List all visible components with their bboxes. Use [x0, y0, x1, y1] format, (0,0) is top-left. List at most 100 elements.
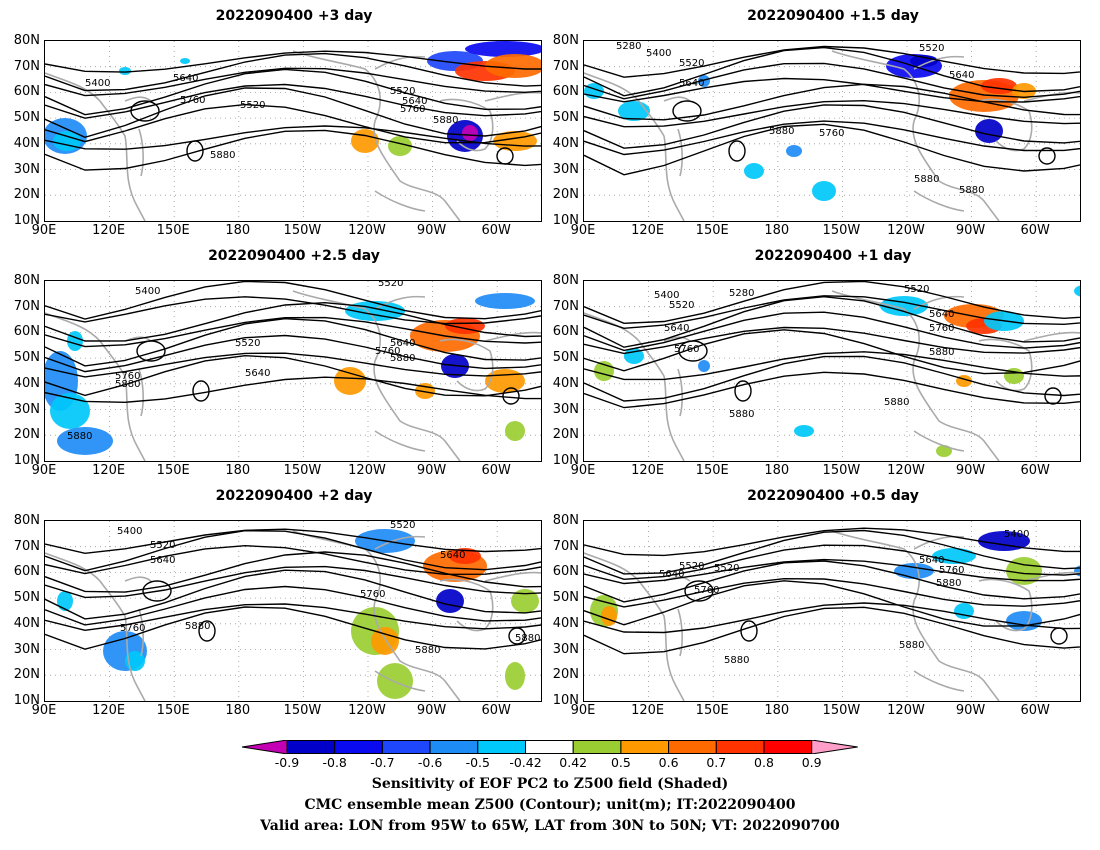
coastline [831, 530, 1000, 701]
contour-label: 5760 [180, 95, 205, 106]
colorbar-left-arrow [241, 739, 288, 755]
colorbar-segment [477, 740, 527, 754]
contour-label: 5760 [939, 565, 964, 576]
colorbar-segment [334, 740, 383, 754]
contour-label: 5520 [714, 563, 739, 574]
longitude-label: 180 [225, 223, 251, 238]
sensitivity-shading [786, 145, 802, 157]
latitude-label: 60N [13, 564, 40, 580]
contour-label: 5640 [150, 555, 175, 566]
contour-label: 5880 [729, 409, 754, 420]
longitude-label: 90W [416, 223, 447, 238]
contour-label: 5400 [135, 286, 160, 297]
latitude-label: 30N [13, 401, 40, 417]
contour-label: 5760 [819, 128, 844, 139]
latitude-label: 80N [552, 273, 579, 288]
closed-contour [142, 580, 172, 602]
closed-contour [136, 340, 166, 362]
panel-title: 2022090400 +1 day [754, 248, 912, 264]
colorbar-tick-label: 0.42 [559, 755, 588, 770]
map-panel: 5400 5520 5520 5640 5760 5880 5640 5760 5880 5880 [44, 280, 542, 462]
contour-label: 5760 [115, 371, 140, 382]
coastline [913, 670, 965, 692]
sensitivity-shading [794, 425, 814, 437]
z500-contour [584, 371, 1080, 409]
coastline [374, 295, 426, 310]
z500-contour [45, 52, 541, 92]
latitude-label: 70N [13, 298, 40, 314]
longitude-label: 180 [764, 463, 790, 478]
panel-title: 2022090400 +0.5 day [747, 488, 919, 504]
latitude-label: 80N [552, 513, 579, 528]
longitude-label: 150W [283, 703, 322, 718]
contour-label: 5880 [67, 431, 92, 442]
z500-contour [45, 125, 541, 150]
latitude-label: 60N [552, 564, 579, 580]
z500-contour [45, 352, 541, 378]
sensitivity-shading [812, 181, 836, 201]
z500-contour [45, 129, 541, 171]
contour-label: 5880 [115, 379, 140, 390]
closed-contour [734, 380, 752, 402]
latitude-label: 70N [552, 298, 579, 314]
coastline [374, 430, 426, 452]
colorbar-tick-label: -0.7 [370, 755, 395, 770]
coastline [484, 571, 541, 582]
colorbar-bar [241, 739, 858, 755]
sensitivity-shading [601, 606, 617, 626]
z500-contour [45, 529, 541, 572]
colorbar: -0.9 -0.8 -0.7 -0.6 -0.5 -0.42 0.42 0.5 0.6 0.7 0.… [240, 739, 860, 770]
longitude-label: 180 [764, 703, 790, 718]
sensitivity-shading [475, 293, 535, 309]
coastline [584, 552, 685, 701]
longitude-label: 150W [822, 223, 861, 238]
latitude-label: 30N [552, 641, 579, 657]
coastline [374, 55, 426, 70]
z500-contour [45, 334, 541, 373]
longitude-label: 150W [283, 463, 322, 478]
z500-contour [584, 606, 1080, 655]
latitude-label: 50N [13, 110, 40, 126]
longitude-label: 90W [955, 703, 986, 718]
z500-contour [45, 585, 541, 626]
coastline [1023, 331, 1080, 342]
latitude-label: 40N [552, 135, 579, 151]
coastline [138, 608, 144, 657]
map-panel: 5400 5520 5280 5520 5640 5640 5760 5880 5760 5880… [583, 280, 1081, 462]
longitude-label: 90E [570, 223, 596, 238]
latitude-label: 50N [13, 590, 40, 606]
sensitivity-shading [511, 589, 539, 613]
longitude-label: 90E [570, 703, 596, 718]
longitude-label: 150E [695, 223, 729, 238]
sensitivity-shading [67, 331, 83, 351]
coastline [45, 552, 146, 701]
sensitivity-shading [334, 367, 366, 395]
contour-label: 5640 [173, 73, 198, 84]
z500-contour [584, 577, 1080, 608]
longitude-label: 150W [822, 463, 861, 478]
latitude-label: 60N [13, 324, 40, 340]
contour-label: 5400 [646, 48, 671, 59]
sensitivity-shading [698, 360, 710, 372]
closed-contour [1044, 387, 1062, 405]
longitude-label: 60W [1020, 223, 1050, 238]
latitude-label: 40N [13, 135, 40, 151]
latitude-label: 10N [552, 212, 579, 228]
sensitivity-shading [975, 119, 1003, 143]
colorbar-segment [668, 740, 717, 754]
z500-contour [584, 46, 1080, 97]
latitude-label: 50N [13, 350, 40, 366]
contour-label: 5760 [674, 344, 699, 355]
longitude-label: 120W [887, 223, 925, 238]
contour-label: 5520 [390, 521, 415, 531]
longitude-label: 60W [481, 703, 511, 718]
z500-contour [584, 281, 1080, 325]
sensitivity-shading [744, 163, 764, 179]
closed-contour [672, 100, 702, 122]
contour-label: 5520 [904, 284, 929, 295]
closed-contour [684, 580, 714, 602]
latitude-label: 80N [13, 513, 40, 528]
